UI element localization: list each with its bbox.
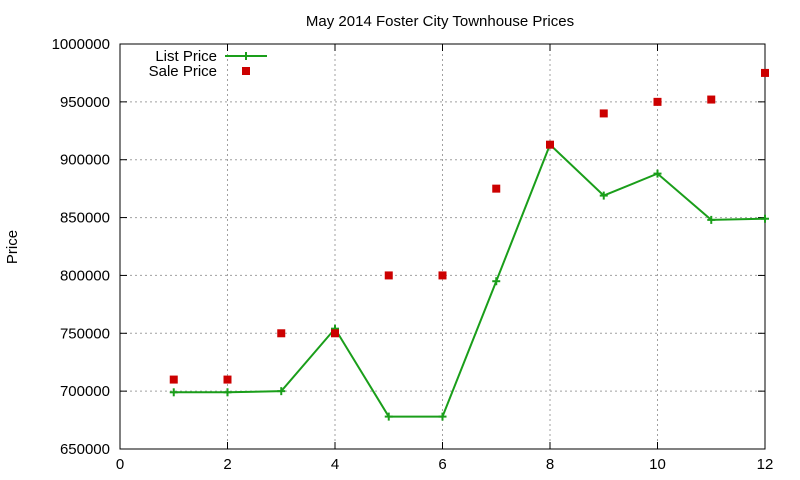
list-price-point [223,388,232,397]
y-tick-label: 750000 [60,325,110,342]
sale-price-point [546,140,554,149]
y-tick-label: 900000 [60,152,110,169]
list-price-point [277,387,286,396]
x-tick-label: 4 [331,456,339,473]
legend-marker-list-price [242,52,250,60]
chart-title: May 2014 Foster City Townhouse Prices [306,13,574,30]
legend-label-sale-price: Sale Price [149,63,217,80]
sale-price-point [653,97,662,106]
x-tick-label: 6 [438,456,446,473]
x-tick-label: 8 [546,456,554,473]
legend-marker-sale-price [242,67,250,75]
sale-price-point [761,68,769,77]
y-tick-label: 700000 [60,383,110,400]
list-price-point [492,277,501,286]
y-tick-label: 650000 [60,441,110,458]
list-price-point [438,412,447,421]
list-price-point [169,388,178,397]
y-tick-label: 850000 [60,210,110,227]
y-tick-label: 950000 [60,94,110,111]
sale-price-point [223,375,232,384]
series-layer [169,68,769,421]
x-tick-label: 0 [116,456,124,473]
sale-price-point [277,329,286,338]
sale-price-point [331,329,339,338]
y-axis-label: Price [4,230,21,264]
y-tick-label: 800000 [60,267,110,284]
x-tick-label: 2 [223,456,231,473]
list-price-point [707,215,716,224]
sale-price-point [438,271,447,280]
legend-markers [225,52,267,75]
legend-label-list-price: List Price [155,48,217,65]
grid [120,44,765,449]
sale-price-point [492,184,501,193]
x-tick-label: 10 [649,456,666,473]
list-price-point [384,412,393,421]
plot-frame [119,43,766,450]
axes: 650000 700000 750000 800000 850000 900000 9500… [52,36,774,473]
legend: List Price Sale Price [149,48,267,80]
list-price-point [653,169,662,178]
sale-price-point [707,95,716,104]
sale-price-point [384,271,393,280]
list-price-point [761,214,769,223]
y-tick-label: 1000000 [52,36,110,53]
list-price-point [599,191,608,200]
series-line-list-price [173,142,766,418]
sale-price-point [169,375,178,384]
x-tick-label: 12 [757,456,774,473]
sale-price-point [599,109,608,118]
